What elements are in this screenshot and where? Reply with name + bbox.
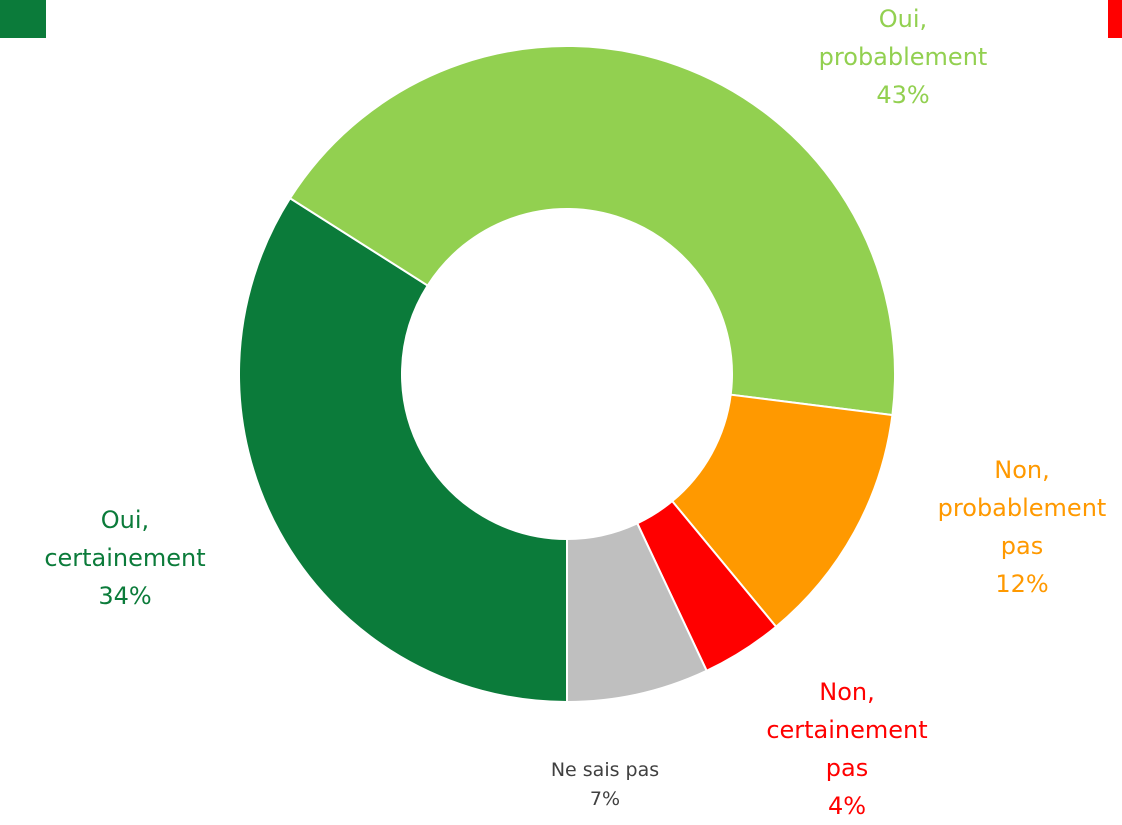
value-label: 12% [995,570,1049,598]
donut-segment [288,44,896,417]
value-label: 34% [98,582,152,610]
category-label: Ne sais pas [550,759,660,781]
category-label: Non, probablement pas [937,456,1107,560]
donut-segment [566,521,708,704]
donut-segment [670,393,894,629]
data-label: Ne sais pas 7% [551,756,659,814]
value-label: 7% [589,788,621,810]
data-label: Oui, probablement 43% [819,0,988,114]
category-label: Oui, certainement [44,506,206,572]
data-label: Non, probablement pas 12% [938,451,1107,603]
category-label: Non, certainement pas [766,678,928,782]
corner-mark [1108,0,1122,38]
data-label: Oui, certainement 34% [44,501,205,615]
corner-mark [0,0,46,38]
data-label: Non, certainement pas 4% [766,673,927,825]
value-label: 43% [876,81,930,109]
donut-segment [238,196,568,704]
value-label: 4% [827,792,867,820]
category-label: Oui, probablement [818,5,988,71]
